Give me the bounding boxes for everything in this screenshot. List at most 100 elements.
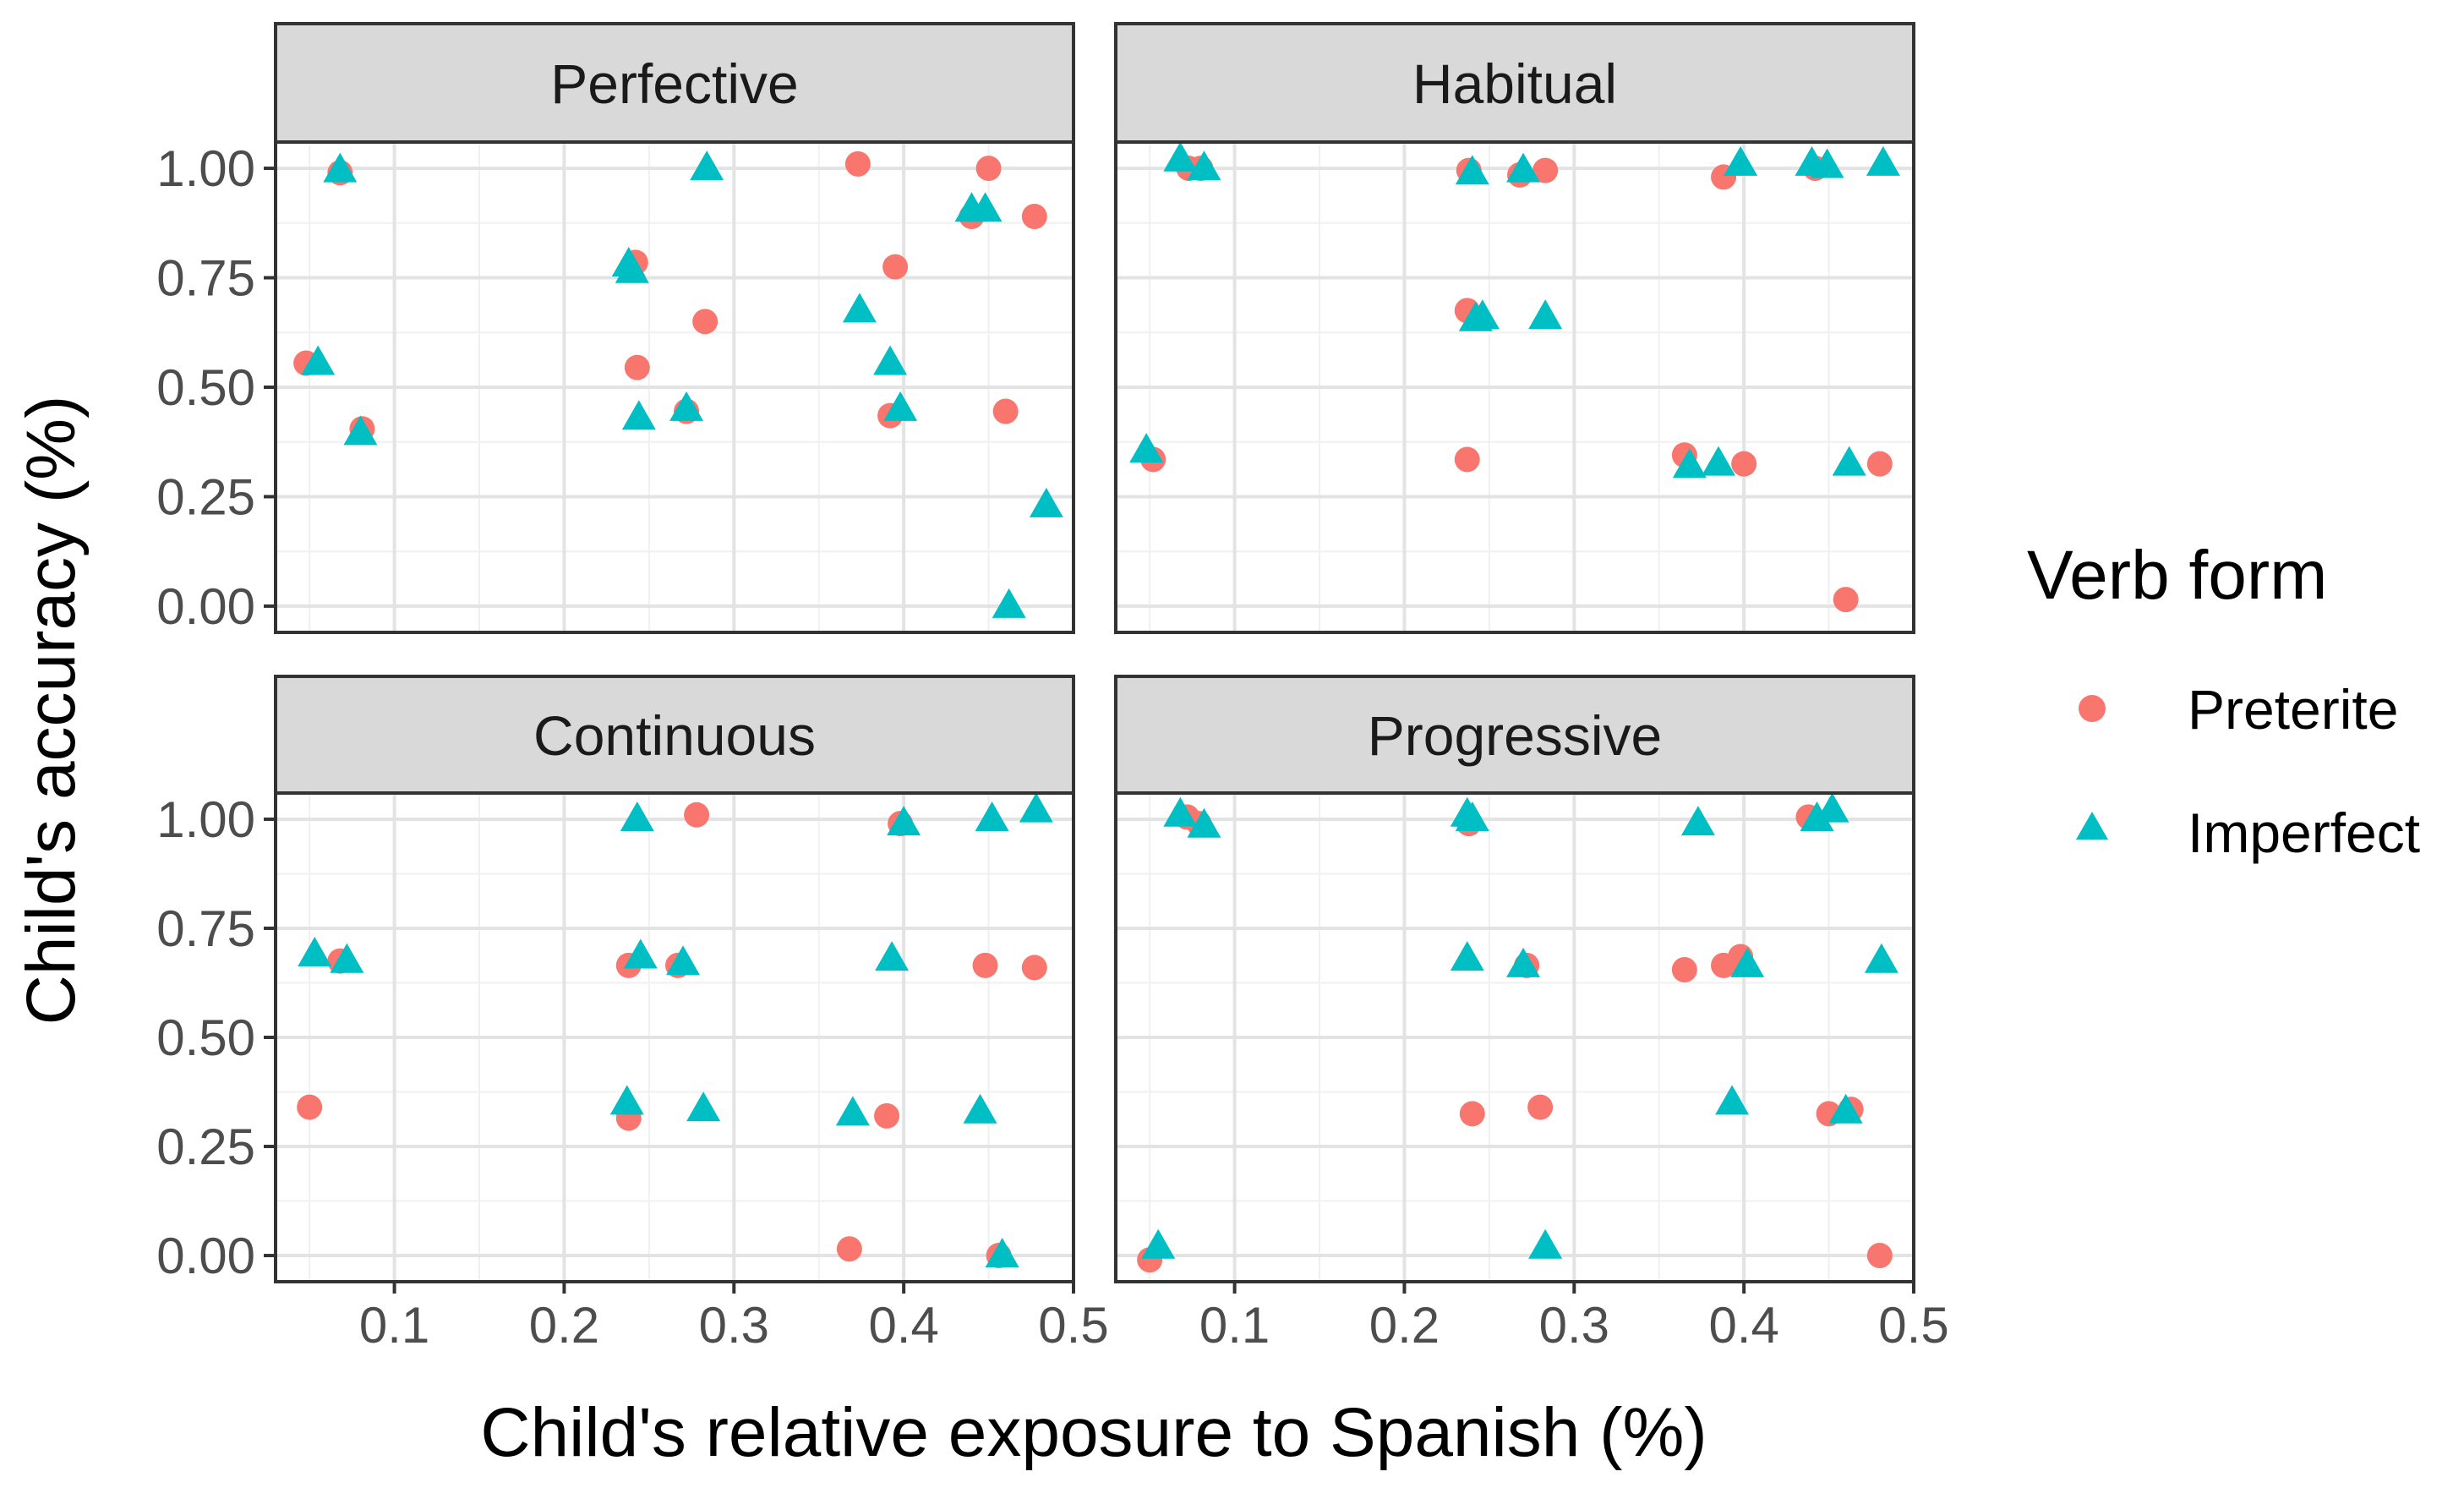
point-progressive-imperfect-0 (1141, 1228, 1176, 1259)
x-tick-label: 0.3 (699, 1297, 769, 1354)
panel-border-progressive (1114, 791, 1915, 1283)
point-progressive-imperfect-5 (1450, 941, 1484, 971)
point-habitual-imperfect-6 (1506, 152, 1541, 183)
point-habitual-preterite-10 (1731, 451, 1757, 477)
point-habitual-imperfect-1 (1163, 141, 1198, 172)
legend-key-imperfect (2076, 812, 2108, 840)
point-continuous-imperfect-6 (686, 1091, 721, 1122)
point-continuous-preterite-6 (836, 1236, 862, 1262)
legend-key-preterite (2079, 695, 2106, 722)
point-perfective-preterite-8 (882, 254, 909, 280)
point-progressive-imperfect-11 (1800, 801, 1834, 831)
strip-label-perfective: Perfective (550, 52, 798, 115)
point-perfective-preterite-4 (624, 354, 650, 380)
point-perfective-preterite-6 (692, 309, 718, 335)
point-progressive-imperfect-13 (1828, 1093, 1863, 1124)
point-habitual-imperfect-0 (1129, 433, 1164, 463)
point-habitual-preterite-3 (1454, 446, 1480, 473)
y-tick-label: 0.25 (156, 1119, 255, 1175)
y-tick-label: 0.00 (156, 1228, 255, 1284)
point-progressive-imperfect-10 (1730, 947, 1765, 977)
point-progressive-imperfect-4 (1455, 801, 1489, 831)
point-perfective-imperfect-14 (1029, 487, 1063, 517)
y-tick-label: 0.75 (156, 250, 255, 307)
point-habitual-preterite-12 (1833, 587, 1859, 613)
point-progressive-imperfect-7 (1528, 1228, 1563, 1259)
strip-label-habitual: Habitual (1412, 52, 1617, 115)
y-tick-label: 0.75 (156, 900, 255, 957)
point-continuous-imperfect-4 (623, 938, 658, 969)
y-tick-label: 0.50 (156, 359, 255, 416)
point-habitual-imperfect-7 (1528, 299, 1563, 330)
x-tick-label: 0.4 (868, 1297, 938, 1354)
y-tick-label: 0.25 (156, 468, 255, 525)
point-continuous-imperfect-0 (298, 936, 332, 966)
point-perfective-imperfect-7 (690, 150, 724, 181)
point-habitual-imperfect-8 (1672, 448, 1707, 479)
point-progressive-preterite-6 (1527, 1094, 1554, 1120)
legend: Verb form Preterite Imperfect (2027, 537, 2420, 864)
point-perfective-imperfect-0 (301, 345, 336, 375)
strip-label-progressive: Progressive (1368, 704, 1662, 767)
x-tick-label: 0.5 (1878, 1297, 1948, 1354)
point-habitual-imperfect-14 (1866, 145, 1900, 176)
point-perfective-preterite-12 (992, 398, 1019, 424)
point-progressive-imperfect-14 (1864, 943, 1899, 973)
panel-habitual: Habitual (1114, 22, 1915, 634)
point-progressive-preterite-13 (1866, 1243, 1893, 1269)
point-perfective-imperfect-4 (615, 253, 649, 283)
legend-label-imperfect: Imperfect (2188, 801, 2420, 864)
point-continuous-preterite-11 (1021, 955, 1047, 981)
point-perfective-imperfect-12 (968, 192, 1003, 222)
point-habitual-imperfect-5 (1465, 299, 1500, 330)
point-perfective-imperfect-6 (669, 391, 704, 421)
point-progressive-preterite-4 (1459, 1101, 1485, 1127)
strip-perfective (274, 22, 1075, 144)
point-habitual-preterite-13 (1866, 451, 1893, 477)
panels-layer: Perfective Habitual Continuous Progressive (274, 22, 1915, 1283)
point-progressive-imperfect-12 (1815, 792, 1849, 823)
point-continuous-imperfect-9 (887, 806, 921, 836)
panel-continuous: Continuous (274, 675, 1075, 1283)
x-tick-label: 0.3 (1539, 1297, 1609, 1354)
point-progressive-imperfect-9 (1715, 1085, 1750, 1115)
y-tick-label: 1.00 (156, 140, 255, 197)
point-habitual-imperfect-10 (1724, 145, 1758, 176)
point-perfective-preterite-13 (1021, 204, 1047, 230)
y-tick-label: 0.00 (156, 578, 255, 635)
point-perfective-imperfect-9 (873, 345, 908, 375)
point-continuous-preterite-9 (972, 952, 998, 978)
point-continuous-preterite-0 (297, 1094, 323, 1120)
point-continuous-imperfect-11 (975, 801, 1009, 831)
point-perfective-preterite-7 (844, 150, 871, 177)
point-perfective-imperfect-8 (842, 293, 877, 323)
x-axes-layer: 0.1 0.2 0.3 0.4 0.5 0.1 0.2 0.3 0.4 0.5 (359, 1282, 1949, 1354)
x-tick-label: 0.2 (1369, 1297, 1440, 1354)
x-tick-label: 0.5 (1038, 1297, 1108, 1354)
point-continuous-imperfect-10 (963, 1093, 997, 1124)
point-continuous-preterite-5 (684, 801, 710, 828)
point-continuous-imperfect-5 (666, 945, 701, 976)
point-progressive-imperfect-1 (1163, 796, 1198, 827)
y-tick-label: 1.00 (156, 791, 255, 848)
point-progressive-imperfect-6 (1506, 947, 1541, 977)
point-continuous-imperfect-8 (875, 941, 910, 971)
panel-perfective: Perfective (274, 22, 1075, 634)
strip-label-continuous: Continuous (533, 704, 816, 767)
panel-progressive: Progressive (1114, 675, 1915, 1283)
point-continuous-imperfect-12 (985, 1238, 1019, 1268)
point-progressive-imperfect-8 (1680, 806, 1715, 836)
point-habitual-preterite-7 (1532, 157, 1559, 183)
point-perfective-imperfect-13 (992, 588, 1026, 618)
panel-border-habitual (1114, 140, 1915, 634)
legend-label-preterite: Preterite (2188, 678, 2398, 741)
y-tick-label: 0.50 (156, 1009, 255, 1066)
point-continuous-imperfect-7 (835, 1096, 870, 1126)
point-habitual-imperfect-9 (1702, 446, 1736, 476)
point-habitual-imperfect-13 (1832, 446, 1866, 476)
y-axes-layer: 0.00 0.25 0.50 0.75 1.00 0.00 0.25 0.50 0.75 1.00 (156, 140, 276, 1284)
point-continuous-imperfect-2 (609, 1085, 644, 1115)
point-habitual-imperfect-3 (1455, 155, 1489, 185)
point-perfective-imperfect-1 (323, 152, 358, 183)
